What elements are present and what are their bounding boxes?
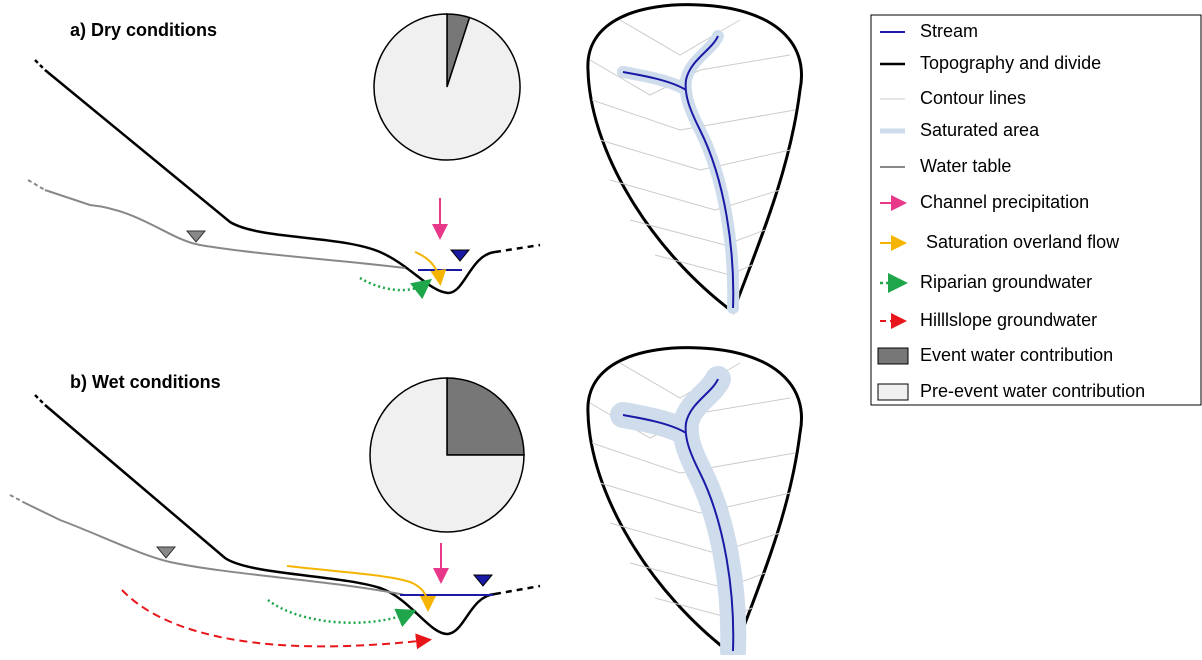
legend-label: Riparian groundwater	[920, 272, 1092, 292]
pie	[369, 377, 525, 533]
legend-label: Channel precipitation	[920, 192, 1089, 212]
water-table-marker	[155, 546, 177, 559]
water-table	[9, 494, 26, 504]
panel-b: b) Wet conditions	[9, 346, 804, 660]
arrow	[414, 251, 447, 286]
water-table	[27, 179, 46, 191]
legend-key	[877, 383, 909, 401]
topography	[44, 69, 496, 295]
legend-label: Hilllslope groundwater	[920, 310, 1097, 330]
catchment	[586, 3, 804, 314]
legend-label: Stream	[920, 21, 978, 41]
stream	[622, 35, 735, 309]
legend: Stream Topography and divide Contour lines…	[870, 14, 1202, 406]
legend-label: Topography and divide	[920, 53, 1101, 73]
topography	[34, 394, 46, 406]
water-table	[44, 189, 406, 269]
legend-label: Saturation overland flow	[926, 232, 1120, 252]
topography	[34, 59, 46, 71]
arrow	[267, 599, 417, 628]
topography	[44, 404, 496, 636]
water-table	[24, 502, 406, 596]
pie	[373, 13, 521, 161]
arrow	[359, 276, 432, 300]
arrow	[286, 565, 436, 612]
legend-box	[870, 14, 1202, 406]
topography	[494, 243, 541, 254]
panel-title: b) Wet conditions	[70, 372, 221, 392]
legend-key	[877, 347, 909, 365]
panel-a: a) Dry conditions	[27, 3, 804, 314]
pie-slice	[446, 377, 525, 456]
arrow	[121, 589, 432, 650]
legend-label: Saturated area	[920, 120, 1040, 140]
stream	[622, 378, 735, 652]
legend-label: Pre-event water contribution	[920, 381, 1145, 401]
pie-slice	[369, 377, 525, 533]
legend-label: Contour lines	[920, 88, 1026, 108]
stream-marker	[449, 249, 471, 262]
stream-marker	[472, 574, 494, 587]
panel-title: a) Dry conditions	[70, 20, 217, 40]
topography	[494, 584, 541, 596]
legend-label: Event water contribution	[920, 345, 1113, 365]
pie-slice	[373, 13, 521, 161]
water-table-marker	[185, 230, 207, 243]
legend-label: Water table	[920, 156, 1011, 176]
